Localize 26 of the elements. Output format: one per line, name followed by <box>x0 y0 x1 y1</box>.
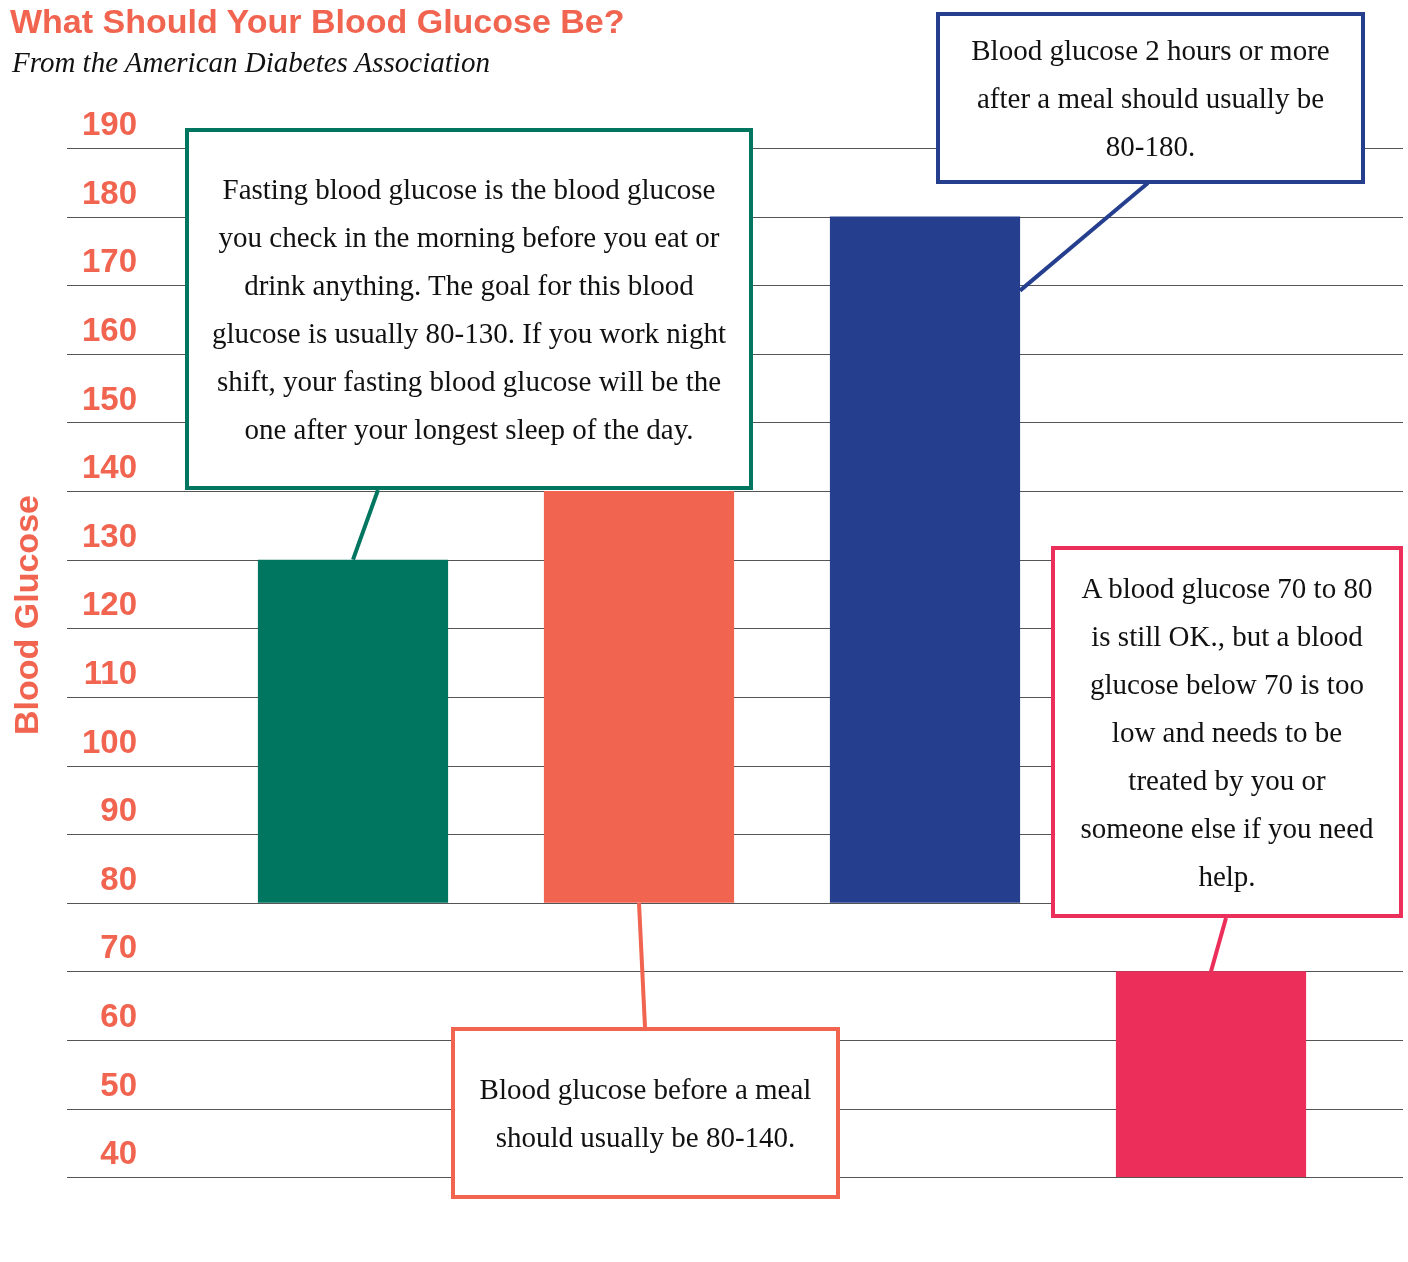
callout: Fasting blood glucose is the blood glucose you check in the morning before you eat or drink anything. The goal for this blood glucose is usually 80-130. If you work night shift, your fasting blood glucose will be the one after your longest sleep of the day. <box>185 128 753 563</box>
y-tick-label: 140 <box>81 448 137 486</box>
callout: Blood glucose 2 hours or more after a meal should usually be 80-180. <box>936 12 1365 294</box>
chart-subtitle: From the American Diabetes Association <box>12 46 490 79</box>
chart-title: What Should Your Blood Glucose Be? <box>10 2 625 41</box>
y-tick-label: 100 <box>81 722 137 760</box>
y-tick-label: 90 <box>100 791 137 829</box>
y-tick-label: 170 <box>81 242 137 280</box>
y-tick-label: 50 <box>100 1065 137 1103</box>
annotation: Fasting blood glucose is the blood glucose you check in the morning before you eat or drink anything. The goal for this blood glucose is usually 80-130. If you work night shift, your fasting blood glucose will be the one after your longest sleep of the day. <box>211 172 727 447</box>
y-tick-label: 180 <box>81 173 137 211</box>
annotation: A blood glucose 70 to 80 is still OK., but a blood glucose below 70 is too low and needs to be treated by you or someone else if you need help. <box>1079 571 1375 894</box>
y-tick-label: 80 <box>100 859 137 897</box>
callout: A blood glucose 70 to 80 is still OK., but a blood glucose below 70 is too low and needs to be treated by you or someone else if you need help. <box>1051 546 1403 975</box>
y-tick-label: 120 <box>81 585 137 623</box>
y-tick-label: 190 <box>81 105 137 143</box>
y-tick-label: 150 <box>81 379 137 417</box>
y-tick-label: 110 <box>83 654 137 691</box>
annotation: Blood glucose before a meal should usually be 80-140. <box>478 1072 813 1155</box>
y-tick-label: 70 <box>100 928 137 966</box>
y-tick-label: 60 <box>100 997 137 1035</box>
y-tick-label: 40 <box>100 1134 137 1172</box>
y-axis-title: Blood Glucose <box>6 495 46 735</box>
annotation: Blood glucose 2 hours or more after a meal should usually be 80-180. <box>970 33 1331 164</box>
y-tick-label: 130 <box>81 516 137 554</box>
y-tick-label: 160 <box>81 310 137 348</box>
